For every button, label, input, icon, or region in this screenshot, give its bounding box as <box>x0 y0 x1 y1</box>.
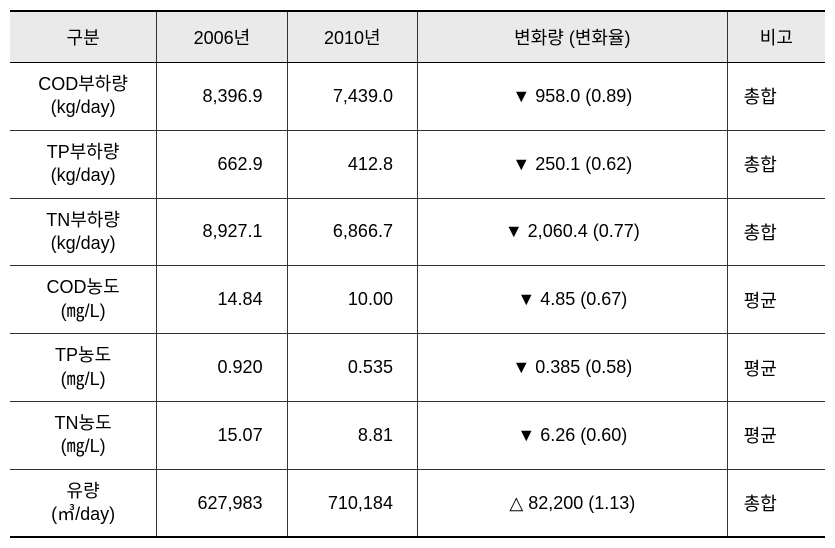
row-label: COD부하량 (kg/day) <box>10 63 157 131</box>
value-2006: 15.07 <box>157 401 287 469</box>
value-2010: 6,866.7 <box>287 198 417 266</box>
value-2006: 627,983 <box>157 469 287 537</box>
value-2010: 0.535 <box>287 334 417 402</box>
value-2006: 0.920 <box>157 334 287 402</box>
col-header-category: 구분 <box>10 11 157 63</box>
row-label: TN부하량 (kg/day) <box>10 198 157 266</box>
row-label-main: TP농도 <box>18 344 148 367</box>
table-row: COD농도 (㎎/L) 14.84 10.00 ▼ 4.85 (0.67) 평균 <box>10 266 825 334</box>
table-row: 유량 (㎥/day) 627,983 710,184 △ 82,200 (1.1… <box>10 469 825 537</box>
value-remark: 평균 <box>727 401 825 469</box>
row-label-sub: (㎎/L) <box>18 368 148 391</box>
table-row: TP부하량 (kg/day) 662.9 412.8 ▼ 250.1 (0.62… <box>10 130 825 198</box>
col-header-2010: 2010년 <box>287 11 417 63</box>
row-label-sub: (㎎/L) <box>18 435 148 458</box>
table-row: COD부하량 (kg/day) 8,396.9 7,439.0 ▼ 958.0 … <box>10 63 825 131</box>
value-change: △ 82,200 (1.13) <box>417 469 727 537</box>
value-change: ▼ 958.0 (0.89) <box>417 63 727 131</box>
row-label-sub: (㎥/day) <box>18 503 148 526</box>
row-label: 유량 (㎥/day) <box>10 469 157 537</box>
value-remark: 총합 <box>727 130 825 198</box>
value-2010: 710,184 <box>287 469 417 537</box>
value-change: ▼ 0.385 (0.58) <box>417 334 727 402</box>
col-header-2006: 2006년 <box>157 11 287 63</box>
value-2010: 8.81 <box>287 401 417 469</box>
row-label: TP농도 (㎎/L) <box>10 334 157 402</box>
value-2006: 8,927.1 <box>157 198 287 266</box>
value-2006: 14.84 <box>157 266 287 334</box>
value-remark: 평균 <box>727 266 825 334</box>
value-change: ▼ 2,060.4 (0.77) <box>417 198 727 266</box>
col-header-remark: 비고 <box>727 11 825 63</box>
row-label-sub: (kg/day) <box>18 164 148 187</box>
value-change: ▼ 250.1 (0.62) <box>417 130 727 198</box>
table-header-row: 구분 2006년 2010년 변화량 (변화율) 비고 <box>10 11 825 63</box>
row-label-sub: (kg/day) <box>18 232 148 255</box>
value-change: ▼ 6.26 (0.60) <box>417 401 727 469</box>
value-remark: 총합 <box>727 63 825 131</box>
value-2010: 10.00 <box>287 266 417 334</box>
row-label-sub: (kg/day) <box>18 96 148 119</box>
row-label-main: TP부하량 <box>18 141 148 164</box>
value-remark: 총합 <box>727 469 825 537</box>
table-row: TN농도 (㎎/L) 15.07 8.81 ▼ 6.26 (0.60) 평균 <box>10 401 825 469</box>
row-label-sub: (㎎/L) <box>18 300 148 323</box>
row-label-main: COD농도 <box>18 276 148 299</box>
row-label-main: TN농도 <box>18 412 148 435</box>
value-2006: 662.9 <box>157 130 287 198</box>
col-header-change: 변화량 (변화율) <box>417 11 727 63</box>
value-remark: 총합 <box>727 198 825 266</box>
row-label-main: 유량 <box>18 480 148 503</box>
data-table: 구분 2006년 2010년 변화량 (변화율) 비고 COD부하량 (kg/d… <box>10 10 825 538</box>
value-change: ▼ 4.85 (0.67) <box>417 266 727 334</box>
value-2006: 8,396.9 <box>157 63 287 131</box>
value-2010: 7,439.0 <box>287 63 417 131</box>
row-label-main: COD부하량 <box>18 73 148 96</box>
row-label-main: TN부하량 <box>18 209 148 232</box>
value-remark: 평균 <box>727 334 825 402</box>
row-label: TP부하량 (kg/day) <box>10 130 157 198</box>
table-body: COD부하량 (kg/day) 8,396.9 7,439.0 ▼ 958.0 … <box>10 63 825 538</box>
row-label: COD농도 (㎎/L) <box>10 266 157 334</box>
row-label: TN농도 (㎎/L) <box>10 401 157 469</box>
table-row: TN부하량 (kg/day) 8,927.1 6,866.7 ▼ 2,060.4… <box>10 198 825 266</box>
value-2010: 412.8 <box>287 130 417 198</box>
table-row: TP농도 (㎎/L) 0.920 0.535 ▼ 0.385 (0.58) 평균 <box>10 334 825 402</box>
